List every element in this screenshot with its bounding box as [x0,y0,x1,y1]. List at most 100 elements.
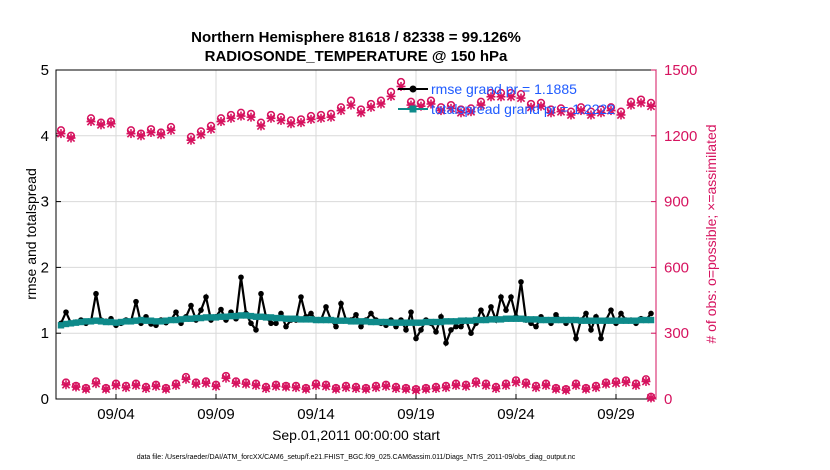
legend: rmse grand pr = 1.1885 totalspread grand… [398,81,615,117]
obs-assimilated-marker [431,383,441,393]
obs-assimilated-marker [601,379,611,389]
totalspread-point [102,318,110,326]
obs-assimilated-marker [326,112,336,122]
rmse-point [258,290,264,297]
rmse-point [468,330,474,337]
totalspread-point [297,316,305,323]
totalspread-point [342,317,350,324]
rmse-point [173,309,179,315]
obs-assimilated-marker [106,119,116,129]
obs-assimilated-marker [481,380,491,390]
rmse-point [418,327,424,333]
obs-assimilated-marker [501,380,511,390]
legend-rmse-label: rmse grand pr = 1.1885 [431,81,577,97]
totalspread-point [287,315,295,322]
series-lines [57,274,655,348]
totalspread-point [217,313,225,320]
obs-assimilated-marker [221,373,231,383]
rmse-point [533,323,539,330]
rmse-point [608,307,614,313]
totalspread-point [442,318,450,325]
obs-assimilated-marker [101,384,111,394]
totalspread-point [377,318,385,326]
rmse-point [503,307,509,313]
rmse-point [248,320,254,327]
totalspread-point [137,316,145,324]
obs-assimilated-marker [386,91,396,101]
rmse-point [408,309,414,315]
totalspread-point [372,318,380,326]
totalspread-point [277,314,285,322]
totalspread-point [427,318,435,326]
obs-assimilated-marker [96,120,106,130]
y-right-tick-label: 0 [664,391,672,408]
obs-assimilated-marker [316,113,326,123]
rmse-point [333,323,339,330]
totalspread-point [172,316,180,324]
obs-assimilated-marker [186,135,196,145]
obs-assimilated-marker [286,119,296,129]
x-tick-label: 09/04 [97,406,135,423]
totalspread-point [562,316,570,324]
rmse-point [368,310,374,317]
rmse-point [498,294,504,300]
rmse-point [453,323,459,330]
rmse-point [598,335,604,342]
obs-assimilated-marker [311,380,321,390]
totalspread-point [122,318,130,325]
totalspread-point [82,318,90,325]
y-axis-right-label: # of obs: o=possible; ×=assimilated [703,124,719,343]
totalspread-point [252,313,260,320]
totalspread-point [637,316,645,324]
obs-assimilated-marker [536,101,546,111]
obs-assimilated-marker [166,125,176,135]
totalspread-point [57,322,65,329]
obs-assimilated-marker [121,383,131,393]
obs-assimilated-marker [281,382,291,392]
obs-assimilated-marker [191,379,201,389]
totalspread-point [522,316,530,323]
obs-assimilated-marker [356,108,366,118]
obs-assimilated-marker [131,380,141,390]
totalspread-point [447,318,455,325]
x-axis: 09/04 09/09 09/14 09/19 09/24 09/29 [97,394,635,423]
totalspread-point [502,315,510,322]
totalspread-point [292,315,300,322]
obs-assimilated-marker [246,112,256,122]
totalspread-point [622,317,630,324]
obs-assimilated-marker [531,383,541,393]
obs-assimilated-marker [451,380,461,390]
obs-assimilated-marker [306,114,316,124]
totalspread-point [572,316,580,324]
totalspread-point [632,317,640,324]
rmse-point [443,340,449,346]
obs-assimilated-marker [626,100,636,110]
totalspread-point [547,316,555,324]
y-right-tick-label: 600 [664,259,689,276]
rmse-point [133,298,139,305]
obs-assimilated-marker [571,380,581,390]
obs-assimilated-marker [391,383,401,393]
totalspread-point [312,316,320,324]
footer-data-file: data file: /Users/raeder/DAI/ATM_forcXX/… [137,454,576,461]
totalspread-point [647,316,655,324]
totalspread-point [437,318,445,326]
obs-assimilated-marker [271,381,281,391]
obs-assimilated-marker [301,384,311,394]
rmse-point [283,323,289,330]
obs-assimilated-marker [86,117,96,127]
y-left-tick-label: 3 [41,194,49,211]
obs-assimilated-marker [546,108,556,118]
obs-assimilated-marker [291,383,301,393]
totalspread-point [157,318,165,325]
obs-assimilated-marker [81,384,91,394]
obs-assimilated-marker [561,385,571,395]
totalspread-point [272,314,280,322]
totalspread-point [92,317,100,324]
rmse-point [198,307,204,313]
totalspread-point [147,317,155,324]
totalspread-point [432,318,440,326]
rmse-point [218,306,224,313]
totalspread-point [477,316,485,324]
rmse-point [618,310,624,317]
